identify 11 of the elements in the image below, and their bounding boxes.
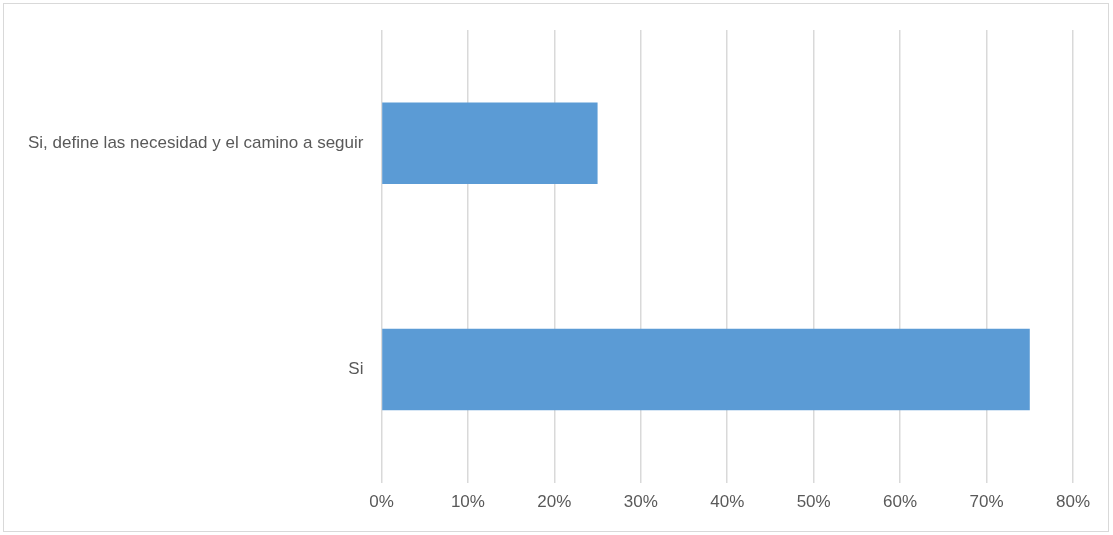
y-tick-label: Si, define las necesidad y el camino a seguir xyxy=(28,132,364,152)
x-tick-label: 20% xyxy=(537,492,572,512)
x-tick-label: 70% xyxy=(969,492,1004,512)
x-tick-label: 0% xyxy=(369,492,394,512)
x-tick-label: 80% xyxy=(1055,492,1091,512)
x-tick-label: 50% xyxy=(796,492,831,512)
x-tick-label: 40% xyxy=(710,492,745,512)
y-tick-label: Si xyxy=(348,359,364,379)
x-tick-label: 30% xyxy=(623,492,658,512)
x-tick-label: 60% xyxy=(883,492,918,512)
x-tick-label: 10% xyxy=(450,492,485,512)
